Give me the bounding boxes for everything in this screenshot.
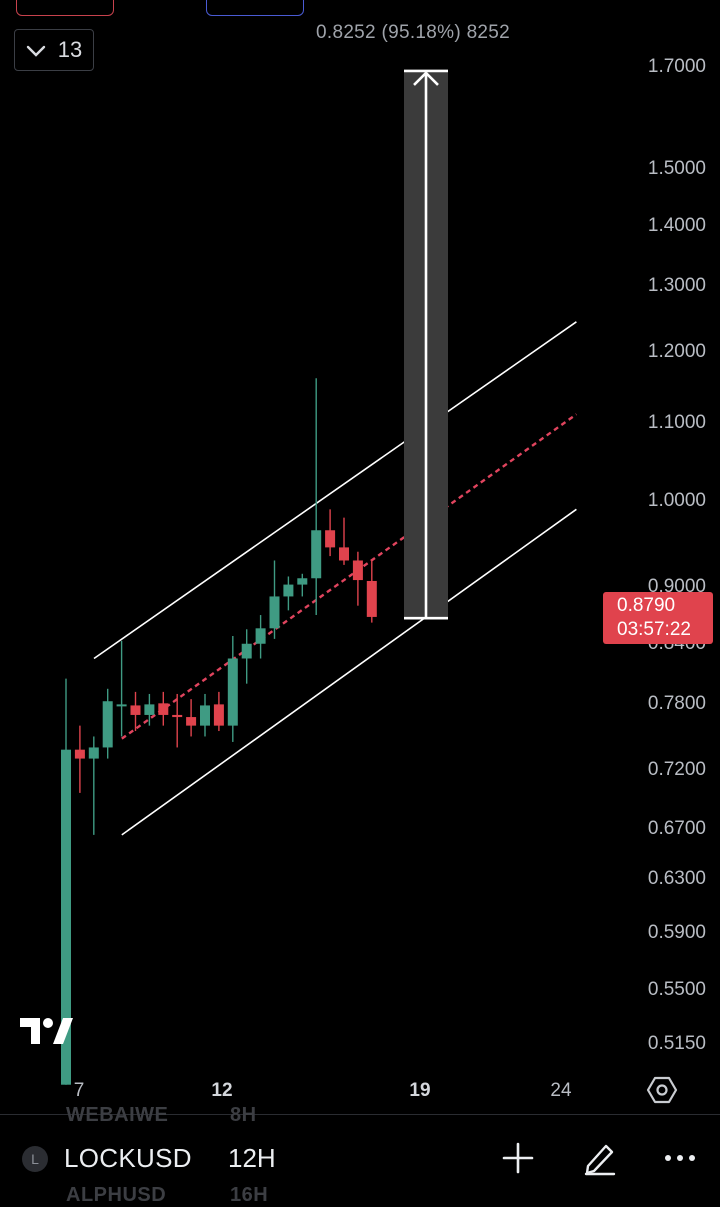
candle-body: [61, 749, 71, 1085]
candle-body: [283, 584, 294, 597]
price-axis-label: 1.3000: [647, 275, 706, 297]
ghost-symbol-above: WEBAIWE: [66, 1104, 169, 1126]
candle-body: [186, 717, 197, 726]
price-axis-label: 0.7200: [647, 758, 706, 780]
add-plus-icon[interactable]: [500, 1140, 536, 1176]
channel-upper-line: [93, 321, 577, 660]
price-axis-label: 1.1000: [647, 412, 706, 434]
current-price-tag: 0.8790 03:57:22: [603, 592, 713, 644]
price-pill-buy[interactable]: [206, 0, 304, 16]
ghost-symbol-below: ALPHUSD: [66, 1184, 167, 1206]
price-axis-label: 0.7800: [647, 693, 706, 715]
bottom-toolbar: [0, 1114, 720, 1201]
price-pill-sell[interactable]: [16, 0, 114, 16]
time-axis-label: 7: [73, 1080, 85, 1101]
price-axis-label: 0.6300: [647, 868, 706, 890]
indicators-collapse-button[interactable]: 13: [14, 29, 94, 71]
price-axis-label: 1.7000: [647, 56, 706, 77]
measure-label: 0.8252 (95.18%) 8252: [316, 22, 511, 43]
price-axis-label: 1.4000: [647, 214, 706, 236]
candle-body: [311, 530, 322, 579]
symbol-selector[interactable]: LOCKUSD: [64, 1143, 192, 1173]
candle-body: [74, 749, 85, 759]
candle-body: [352, 560, 363, 581]
time-axis-label: 19: [409, 1080, 431, 1101]
tradingview-logo: [18, 1014, 74, 1050]
candle-body: [144, 704, 155, 715]
symbol-logo-icon: L: [22, 1146, 48, 1172]
channel-lower-line: [121, 508, 577, 836]
candle-body: [255, 628, 266, 644]
price-axis-label: 0.6700: [647, 817, 706, 839]
price-axis-label: 0.5150: [647, 1033, 706, 1054]
candle-body: [213, 704, 224, 726]
candle-body: [102, 701, 113, 748]
chart-settings-icon[interactable]: [646, 1074, 678, 1106]
drawing-pen-icon[interactable]: [582, 1140, 618, 1176]
candle-body: [325, 530, 336, 548]
candle-body: [200, 705, 210, 726]
time-axis-label: 24: [550, 1080, 572, 1101]
price-axis-label: 1.2000: [647, 340, 706, 362]
channel-mid-line: [121, 413, 578, 740]
ghost-interval-below: 16H: [230, 1184, 269, 1206]
candle-body: [172, 714, 183, 718]
current-price: 0.8790: [617, 595, 676, 616]
candle-body: [339, 547, 349, 561]
more-menu-icon[interactable]: [662, 1140, 698, 1176]
bar-countdown: 03:57:22: [617, 619, 691, 640]
candle-body: [241, 643, 252, 659]
price-axis-label: 1.0000: [647, 490, 706, 512]
measure-arrowhead: [413, 71, 439, 86]
chevron-down-icon: [26, 37, 46, 63]
price-axis-label: 1.5000: [647, 158, 706, 180]
price-axis-label: 0.5500: [647, 979, 706, 1001]
candle-body: [130, 705, 141, 715]
candle-body: [227, 658, 238, 726]
indicator-count: 13: [57, 37, 83, 62]
candle-body: [366, 580, 377, 617]
ghost-interval-above: 8H: [230, 1104, 257, 1126]
candle-body: [158, 703, 169, 715]
candle-body: [297, 578, 308, 585]
interval-selector[interactable]: 12H: [228, 1143, 276, 1173]
time-axis-label: 12: [211, 1080, 233, 1101]
price-axis-label: 0.5900: [647, 921, 706, 943]
candle-body: [116, 704, 127, 707]
candle-body: [88, 747, 99, 759]
candle-body: [269, 596, 280, 629]
